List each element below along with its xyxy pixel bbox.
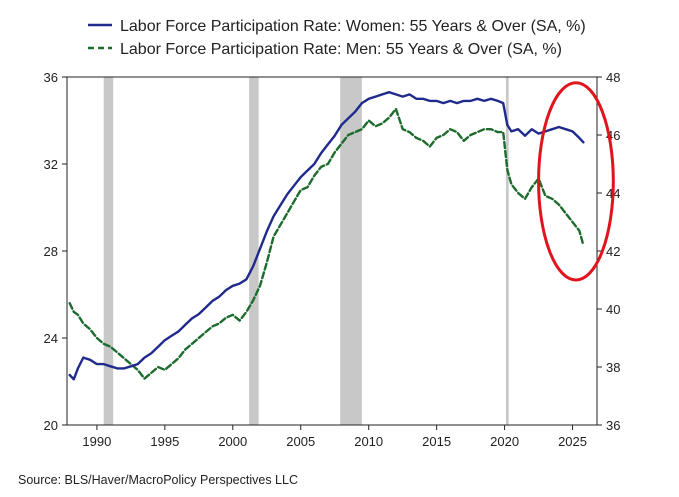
recession-band-3	[505, 77, 509, 425]
x-tick-label: 2010	[354, 434, 383, 449]
y-right-tick-label: 38	[606, 360, 620, 375]
series-line-men	[68, 107, 585, 380]
recession-bands	[103, 77, 509, 425]
source-note: Source: BLS/Haver/MacroPolicy Perspectiv…	[18, 473, 298, 487]
y-left-tick-label: 36	[44, 70, 58, 85]
y-left-tick-label: 24	[44, 331, 58, 346]
x-tick-label: 2005	[286, 434, 315, 449]
series-line-women	[68, 90, 585, 381]
recession-band-0	[103, 77, 114, 425]
x-tick-label: 2015	[422, 434, 451, 449]
legend-men-label: Labor Force Participation Rate: Men: 55 …	[120, 41, 562, 58]
x-tick-label: 2025	[558, 434, 587, 449]
y-right-tick-label: 40	[606, 302, 620, 317]
highlight-ellipse	[537, 81, 615, 282]
x-tick-label: 2020	[490, 434, 519, 449]
recession-band-1	[249, 77, 259, 425]
y-right-tick-label: 48	[606, 70, 620, 85]
y-left-tick-label: 20	[44, 418, 58, 433]
recession-band-2	[340, 77, 362, 425]
y-right-tick-label: 36	[606, 418, 620, 433]
y-right-tick-label: 42	[606, 244, 620, 259]
axis-ticks: 1990 1995 2000 2005 2010 2015 2020 2025 20 24 28 32…	[44, 70, 621, 449]
x-tick-label: 1995	[150, 434, 179, 449]
y-left-tick-label: 32	[44, 157, 58, 172]
series-layer	[68, 90, 585, 381]
x-tick-label: 2000	[218, 434, 247, 449]
y-left-tick-label: 28	[44, 244, 58, 259]
legend: Labor Force Participation Rate: Women: 5…	[88, 18, 586, 58]
annotation-layer	[537, 81, 615, 282]
x-tick-label: 1990	[82, 434, 111, 449]
legend-women-label: Labor Force Participation Rate: Women: 5…	[120, 18, 586, 35]
